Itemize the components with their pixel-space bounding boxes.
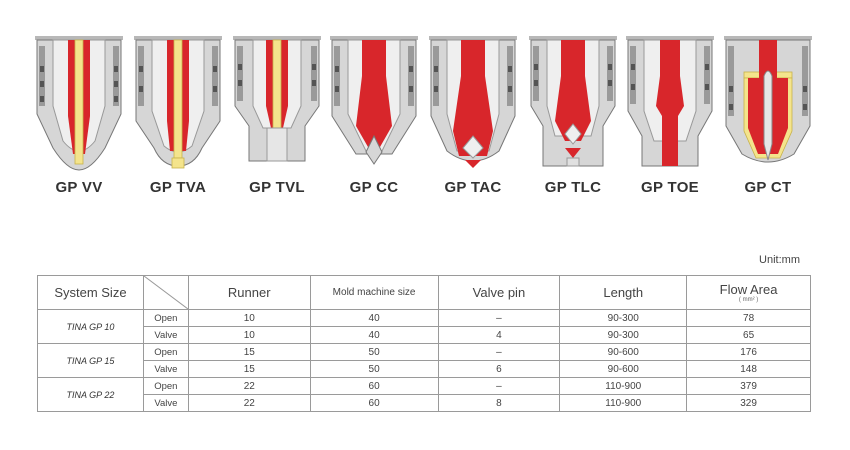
nozzle-image-gp-cc (330, 36, 418, 171)
mode-cell: Valve (142, 326, 189, 344)
mode-cell: Valve (142, 394, 189, 412)
pin-cell: – (437, 343, 561, 361)
nozzle-label-gp-cc: GP CC (349, 179, 399, 196)
header-flow-area-label: Flow Area (719, 281, 778, 297)
length-cell: 90-600 (559, 360, 688, 378)
spec-table: System Size Runner Mold machine size Val… (37, 275, 811, 412)
mold-cell: 40 (309, 326, 439, 344)
header-mold-machine-size: Mold machine size (309, 275, 439, 310)
nozzle-label-gp-tlc: GP TLC (544, 179, 602, 196)
nozzle-label-gp-ct: GP CT (744, 179, 792, 196)
flow-cell: 329 (686, 394, 811, 412)
length-cell: 90-600 (559, 343, 688, 361)
mold-cell: 60 (309, 377, 439, 395)
mode-cell: Open (142, 343, 189, 361)
table-header-row: System Size Runner Mold machine size Val… (37, 275, 811, 310)
nozzle-image-gp-vv (35, 36, 123, 171)
mold-cell: 40 (309, 309, 439, 327)
mode-cell: Valve (142, 360, 189, 378)
nozzle-label-gp-tvl: GP TVL (249, 179, 305, 196)
header-flow-area: Flow Area ( mm² ) (686, 275, 811, 310)
nozzle-image-gp-ct (724, 36, 812, 171)
runner-cell: 22 (187, 394, 311, 412)
system-name: TINA GP 15 (37, 343, 144, 378)
table-row: TINA GP 22 Open 22 60 – 110-900 379 (37, 377, 811, 412)
pin-cell: 6 (437, 360, 561, 378)
flow-cell: 65 (686, 326, 811, 344)
system-name: TINA GP 22 (37, 377, 144, 412)
runner-cell: 10 (187, 326, 311, 344)
flow-cell: 78 (686, 309, 811, 327)
length-cell: 110-900 (559, 394, 688, 412)
mold-cell: 50 (309, 360, 439, 378)
pin-cell: 4 (437, 326, 561, 344)
nozzle-image-gp-tva (134, 36, 222, 171)
nozzle-image-gp-tvl (233, 36, 321, 171)
nozzle-image-gp-toe (626, 36, 714, 171)
table-row: Valve 15 50 6 90-600 148 (38, 360, 811, 378)
nozzle-label-gp-tva: GP TVA (149, 179, 207, 196)
nozzle-image-gp-tlc (529, 36, 617, 171)
mode-cell: Open (142, 309, 189, 327)
header-length: Length (559, 275, 688, 310)
table-row: TINA GP 10 Open 10 40 – 90-300 78 (37, 309, 811, 344)
flow-cell: 148 (686, 360, 811, 378)
length-cell: 90-300 (559, 309, 688, 327)
header-runner: Runner (187, 275, 311, 310)
pin-cell: – (437, 377, 561, 395)
runner-cell: 10 (187, 309, 311, 327)
runner-cell: 22 (187, 377, 311, 395)
header-diagonal (142, 275, 189, 310)
nozzle-label-gp-toe: GP TOE (641, 179, 699, 196)
header-flow-area-unit: ( mm² ) (738, 296, 759, 303)
mold-cell: 50 (309, 343, 439, 361)
nozzle-label-gp-vv: GP VV (55, 179, 103, 196)
length-cell: 110-900 (559, 377, 688, 395)
table-row: TINA GP 15 Open 15 50 – 90-600 176 (37, 343, 811, 378)
flow-cell: 176 (686, 343, 811, 361)
runner-cell: 15 (187, 360, 311, 378)
nozzle-label-gp-tac: GP TAC (444, 179, 502, 196)
nozzle-image-gp-tac (429, 36, 517, 171)
header-valve-pin: Valve pin (437, 275, 561, 310)
flow-cell: 379 (686, 377, 811, 395)
table-row: Valve 10 40 4 90-300 65 (38, 326, 811, 344)
pin-cell: – (437, 309, 561, 327)
mold-cell: 60 (309, 394, 439, 412)
system-name: TINA GP 10 (37, 309, 144, 344)
nozzle-gallery: GP VV GP TVA GP TVL GP CC GP TAC GP TLC … (0, 0, 850, 210)
header-system-size: System Size (37, 275, 144, 310)
table-row: Valve 22 60 8 110-900 329 (38, 394, 811, 412)
pin-cell: 8 (437, 394, 561, 412)
runner-cell: 15 (187, 343, 311, 361)
length-cell: 90-300 (559, 326, 688, 344)
unit-label: Unit:mm (759, 254, 800, 266)
mode-cell: Open (142, 377, 189, 395)
